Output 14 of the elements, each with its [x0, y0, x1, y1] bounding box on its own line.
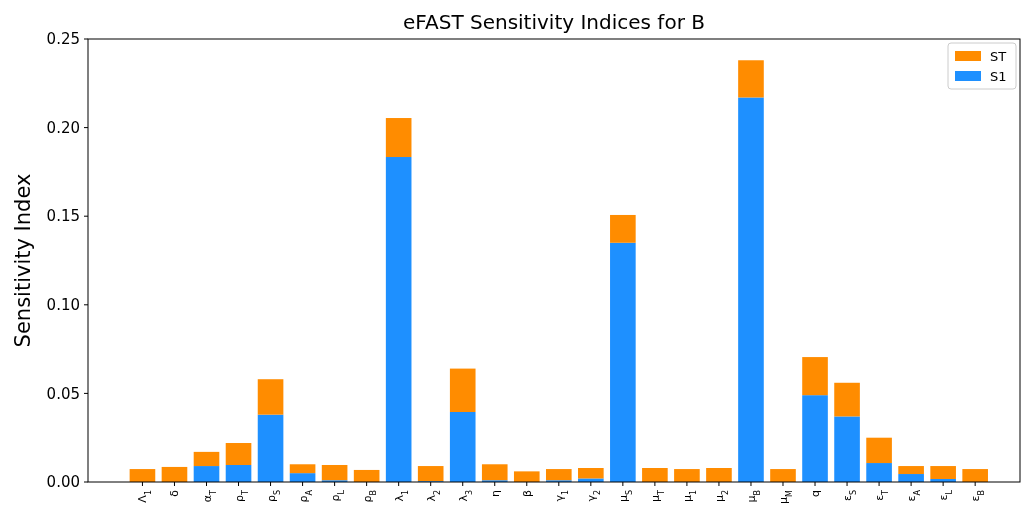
y-tick-label: 0.00 [46, 473, 80, 492]
y-tick-label: 0.20 [46, 118, 80, 137]
legend-label: ST [990, 48, 1007, 64]
chart-title: eFAST Sensitivity Indices for B [403, 10, 705, 34]
y-axis-title: Sensitivity Index [11, 173, 35, 348]
y-tick-label: 0.15 [46, 207, 80, 226]
legend-label: S1 [990, 68, 1007, 84]
y-tick-label: 0.25 [46, 30, 80, 49]
x-tick-label: β [520, 490, 534, 498]
y-tick-label: 0.10 [46, 296, 80, 315]
y-tick-label: 0.05 [46, 384, 80, 403]
x-tick-label: q [809, 490, 823, 497]
x-tick-label: δ [168, 489, 182, 497]
x-tick-label: η [488, 489, 502, 497]
